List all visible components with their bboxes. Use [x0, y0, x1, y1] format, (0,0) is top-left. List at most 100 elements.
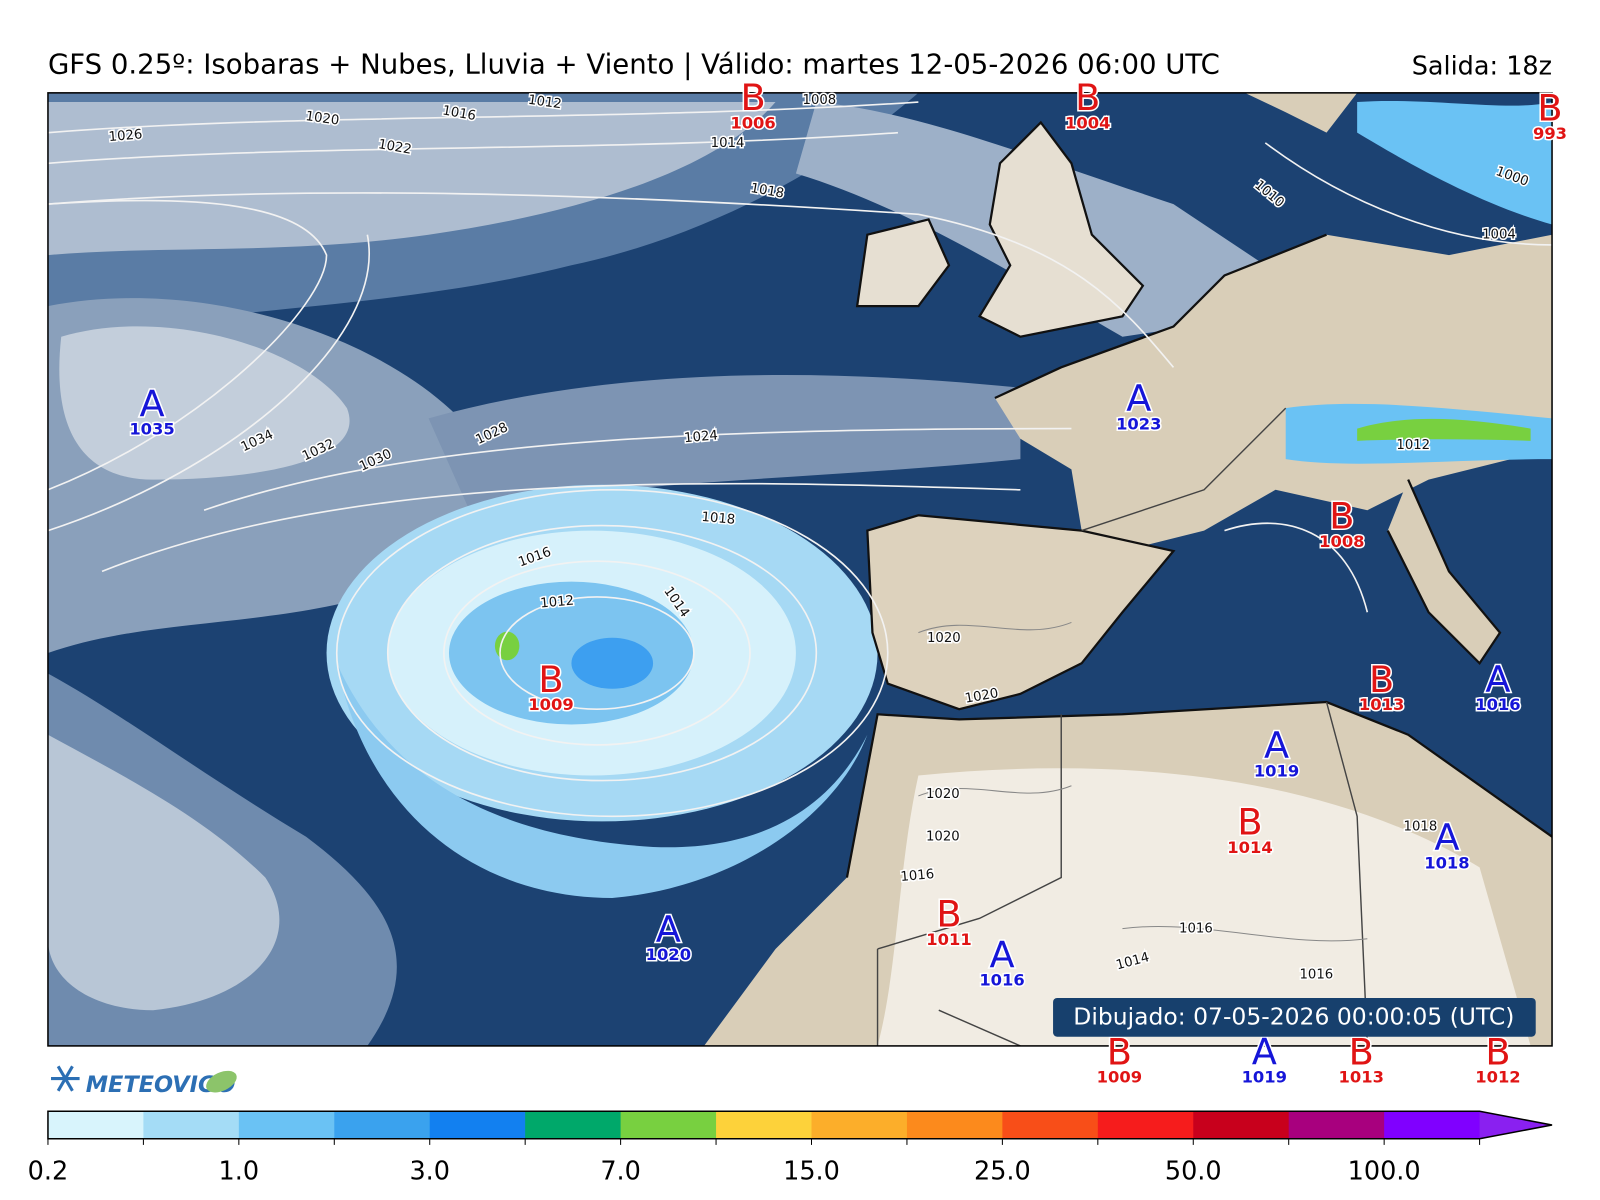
center-letter: A	[989, 933, 1014, 976]
title: GFS 0.25º: Isobaras + Nubes, Lluvia + Vi…	[48, 48, 1220, 80]
center-pressure: 1019	[1242, 1068, 1287, 1087]
land	[857, 219, 949, 307]
center-letter: B	[538, 658, 563, 701]
center-pressure: 1016	[1475, 695, 1520, 714]
colorbar-arrow	[1479, 1111, 1553, 1139]
logo	[51, 1065, 80, 1092]
center-letter: B	[1237, 801, 1262, 844]
colorbar-frame	[47, 1110, 1553, 1140]
drawn-box	[1053, 997, 1536, 1037]
colorbar-label: 50.0	[1165, 1157, 1222, 1187]
coastline	[845, 120, 1553, 878]
colorbar-segment	[1097, 1111, 1194, 1139]
rain	[571, 637, 654, 689]
land	[994, 234, 1553, 552]
center-letter: B	[1075, 76, 1100, 119]
colorbar-segment	[143, 1111, 240, 1139]
center-pressure: 1013	[1339, 1068, 1384, 1087]
center-pressure: 1014	[1227, 838, 1272, 857]
center-pressure: 1019	[1254, 762, 1299, 781]
center-letter: B	[936, 893, 961, 936]
colorbar-segment	[1002, 1111, 1099, 1139]
center-letter: B	[1537, 86, 1562, 129]
colorbar-segment	[429, 1111, 526, 1139]
isobar-label: 1012	[1396, 438, 1430, 453]
isobar-label: 1012	[527, 93, 562, 113]
isobar-label: 1004	[1482, 228, 1516, 243]
rain	[1357, 100, 1553, 225]
colorbar-segment	[1193, 1111, 1290, 1139]
isobar-label: 1026	[108, 127, 143, 145]
center-letter: A	[139, 382, 164, 425]
land	[867, 515, 1174, 710]
desert	[877, 768, 1531, 1046]
land	[1387, 479, 1500, 664]
colorbar-label: 0.2	[28, 1157, 69, 1187]
cloud-cyclone	[448, 581, 694, 725]
center-pressure: 1018	[1424, 853, 1469, 872]
center-pressure: 1012	[1475, 1068, 1520, 1087]
center-pressure: 1023	[1116, 415, 1161, 434]
colorbar-segment	[334, 1111, 431, 1139]
colorbar: 0.2 1.0 3.0 7.0 15.0 25.0 50.0 100.0	[28, 1110, 1553, 1187]
isobar-label: 1016	[900, 867, 935, 885]
isobar-label: 1018	[701, 510, 736, 528]
center-letter: A	[656, 908, 681, 951]
center-pressure: 1009	[528, 695, 573, 714]
center-pressure: 1035	[129, 420, 174, 439]
center-letter: A	[1485, 658, 1510, 701]
center-pressure: 1013	[1359, 695, 1404, 714]
cloud	[336, 663, 868, 898]
center-pressure: 1020	[646, 945, 691, 964]
colorbar-label: 3.0	[409, 1157, 450, 1187]
isobar-label: 1020	[926, 830, 960, 845]
cloud	[47, 102, 776, 256]
isobar-label: 1014	[711, 136, 745, 151]
colorbar-label: 1.0	[219, 1157, 260, 1187]
center-letter: A	[1434, 816, 1459, 859]
center-pressure: 1004	[1065, 114, 1110, 133]
isobar-label: 1016	[1179, 922, 1213, 937]
colorbar-segment	[47, 1111, 144, 1139]
center-letter: A	[1126, 377, 1151, 420]
center-letter: A	[1264, 724, 1289, 767]
drawn-date: Dibujado: 07-05-2026 00:00:05 (UTC)	[1073, 1002, 1514, 1030]
land	[1244, 92, 1358, 133]
center-pressure: 1006	[730, 114, 775, 133]
isobar-label: 1008	[803, 93, 837, 108]
colorbar-segment	[620, 1111, 717, 1139]
colorbar-label: 100.0	[1348, 1157, 1421, 1187]
isobar-label: 1020	[926, 787, 960, 802]
colorbar-segment	[238, 1111, 335, 1139]
isobar-label: 1018	[1404, 820, 1438, 835]
cloud	[47, 734, 280, 1011]
colorbar-segment	[1288, 1111, 1385, 1139]
colorbar-label: 15.0	[783, 1157, 840, 1187]
colorbar-segment	[811, 1111, 908, 1139]
isobar-label: 1016	[1299, 967, 1333, 982]
rain	[1357, 418, 1531, 441]
colorbar-segment	[1384, 1111, 1481, 1139]
logo-leaf	[206, 1070, 237, 1093]
colorbar-segment	[525, 1111, 622, 1139]
center-pressure: 1011	[926, 930, 971, 949]
colorbar-segment	[716, 1111, 813, 1139]
isobar-label: 1020	[927, 631, 961, 646]
map	[47, 92, 1553, 1046]
isobars	[47, 101, 1553, 942]
center-pressure: 1016	[979, 971, 1024, 990]
center-pressure: 1009	[1097, 1068, 1142, 1087]
center-pressure: 993	[1533, 124, 1567, 143]
run-label: Salida: 18z	[1412, 51, 1552, 81]
borders	[876, 407, 1369, 1046]
rain	[494, 631, 520, 661]
map-frame	[47, 92, 1553, 1047]
colorbar-label: 25.0	[974, 1157, 1031, 1187]
colorbar-label: 7.0	[600, 1157, 641, 1187]
center-letter: B	[1369, 658, 1394, 701]
isobar-label: 1024	[684, 428, 719, 446]
isobar-label: 1012	[540, 594, 575, 612]
land	[979, 122, 1143, 337]
